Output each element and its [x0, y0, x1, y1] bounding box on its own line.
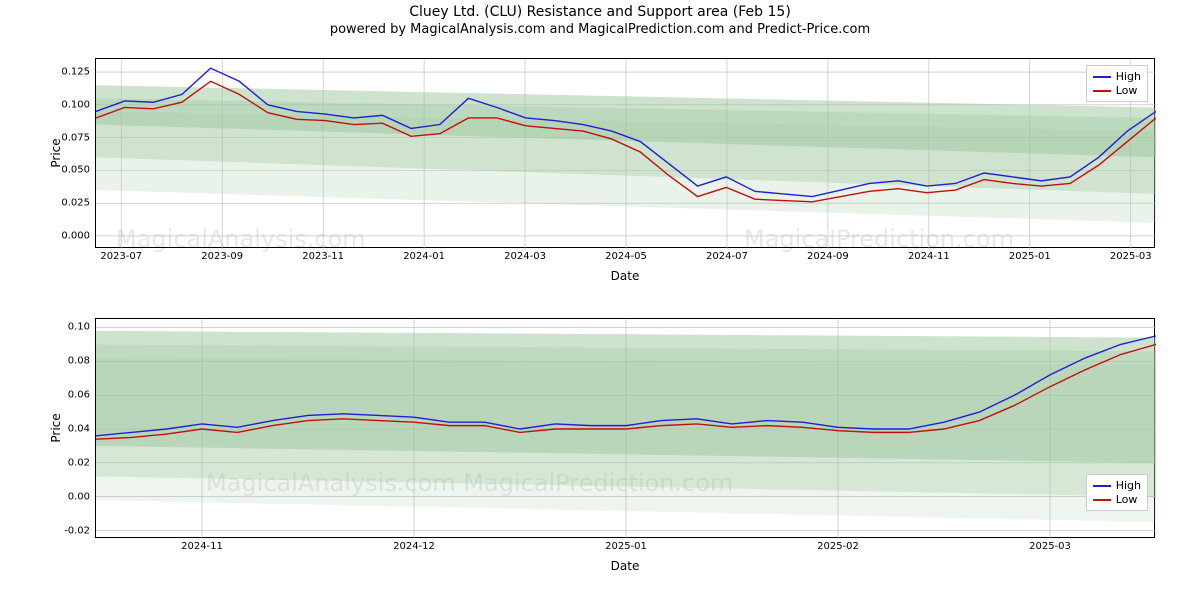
legend-swatch-low [1093, 90, 1111, 92]
xtick-label: 2025-03 [1110, 251, 1152, 262]
ytick-label: 0.100 [61, 99, 90, 110]
ytick-label: 0.000 [61, 230, 90, 241]
xtick-label: 2025-01 [1009, 251, 1051, 262]
xtick-label: 2024-05 [605, 251, 647, 262]
legend-row-low-b: Low [1093, 493, 1141, 506]
chart-subtitle: powered by MagicalAnalysis.com and Magic… [0, 22, 1200, 37]
xtick-label: 2023-11 [302, 251, 344, 262]
legend-swatch-high-b [1093, 485, 1111, 487]
legend-label-low: Low [1116, 84, 1138, 97]
ytick-label: 0.00 [68, 491, 90, 502]
xtick-label: 2024-09 [807, 251, 849, 262]
ytick-label: 0.04 [68, 424, 90, 435]
ytick-label: 0.10 [68, 322, 90, 333]
top-legend: High Low [1086, 65, 1148, 102]
legend-row-high: High [1093, 70, 1141, 83]
top-chart-panel: Price Date MagicalAnalysis.com MagicalPr… [95, 58, 1155, 248]
xtick-label: 2025-01 [605, 541, 647, 552]
xtick-label: 2024-11 [181, 541, 223, 552]
xtick-label: 2024-11 [908, 251, 950, 262]
xtick-label: 2024-07 [706, 251, 748, 262]
ytick-label: 0.125 [61, 67, 90, 78]
legend-row-low: Low [1093, 84, 1141, 97]
xtick-label: 2025-02 [817, 541, 859, 552]
xtick-label: 2023-09 [201, 251, 243, 262]
legend-swatch-low-b [1093, 499, 1111, 501]
ytick-label: 0.075 [61, 132, 90, 143]
xtick-label: 2024-03 [504, 251, 546, 262]
top-xlabel: Date [611, 269, 640, 283]
xtick-label: 2023-07 [100, 251, 142, 262]
ytick-label: -0.02 [64, 525, 90, 536]
legend-row-high-b: High [1093, 479, 1141, 492]
legend-label-high-b: High [1116, 479, 1141, 492]
legend-label-low-b: Low [1116, 493, 1138, 506]
legend-swatch-high [1093, 76, 1111, 78]
xtick-label: 2024-12 [393, 541, 435, 552]
ytick-label: 0.08 [68, 356, 90, 367]
xtick-label: 2024-01 [403, 251, 445, 262]
bottom-legend: High Low [1086, 474, 1148, 511]
bottom-chart-svg [96, 319, 1156, 539]
legend-label-high: High [1116, 70, 1141, 83]
ytick-label: 0.06 [68, 390, 90, 401]
bottom-ylabel: Price [49, 413, 63, 442]
xtick-label: 2025-03 [1029, 541, 1071, 552]
top-chart-svg [96, 59, 1156, 249]
ytick-label: 0.025 [61, 198, 90, 209]
bottom-chart-panel: Price Date MagicalAnalysis.com MagicalPr… [95, 318, 1155, 538]
bottom-xlabel: Date [611, 559, 640, 573]
ytick-label: 0.02 [68, 457, 90, 468]
chart-title: Cluey Ltd. (CLU) Resistance and Support … [0, 4, 1200, 20]
ytick-label: 0.050 [61, 165, 90, 176]
